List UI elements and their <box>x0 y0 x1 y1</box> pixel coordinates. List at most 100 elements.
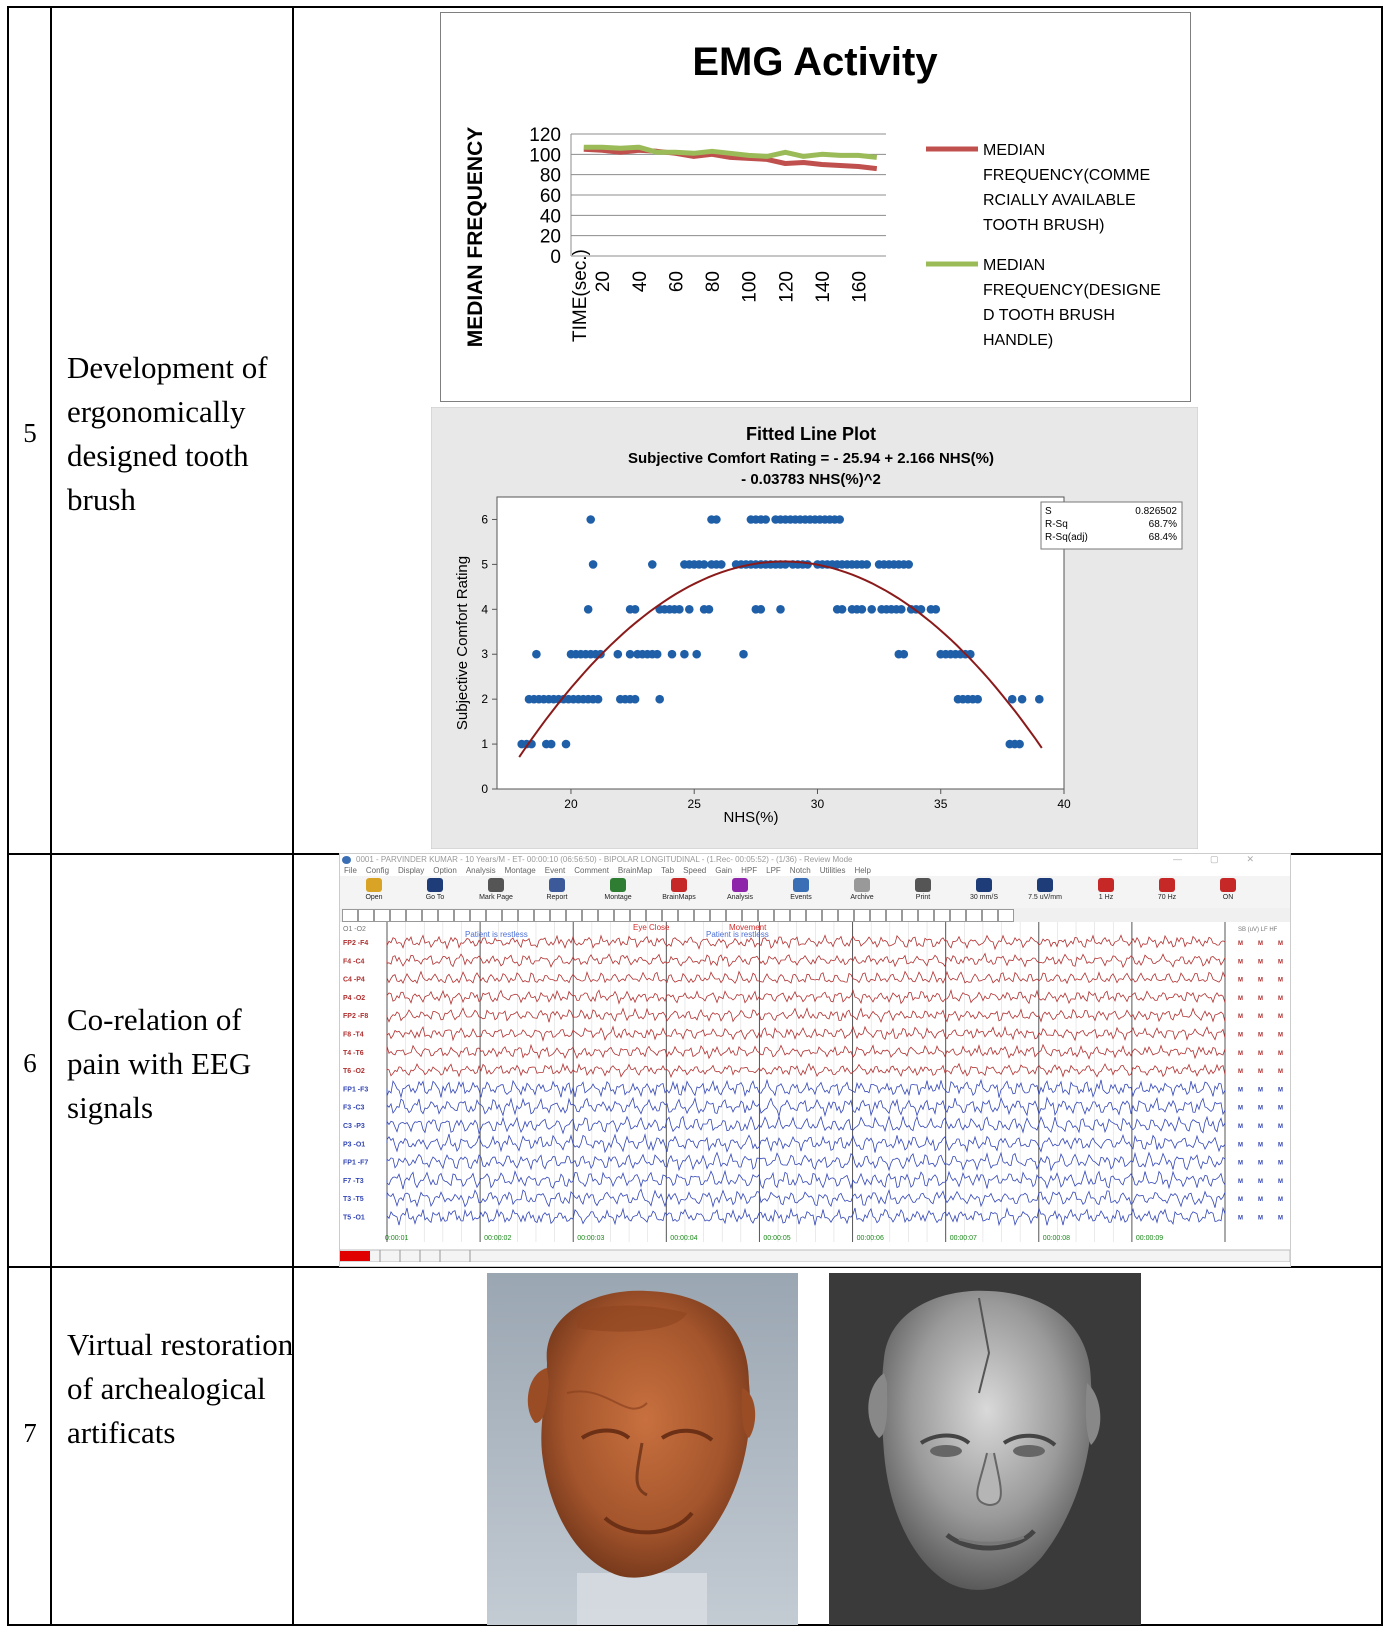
nav-button[interactable] <box>486 909 502 922</box>
nav-button[interactable] <box>934 909 950 922</box>
nav-button[interactable] <box>822 909 838 922</box>
toolbar-button[interactable]: Mark Page <box>466 878 526 901</box>
nav-button[interactable] <box>502 909 518 922</box>
nav-button[interactable] <box>470 909 486 922</box>
status-marker: M <box>1258 1033 1263 1039</box>
nav-button[interactable] <box>406 909 422 922</box>
stat-label-rsq: R-Sq <box>1045 519 1068 530</box>
menu-item[interactable]: Montage <box>504 866 536 875</box>
toolbar-button[interactable]: Archive <box>832 878 892 901</box>
toolbar-button[interactable]: BrainMaps <box>649 878 709 901</box>
status-marker: M <box>1238 1142 1243 1148</box>
toolbar-button[interactable]: 70 Hz <box>1137 878 1197 901</box>
toolbar-label: Report <box>546 894 568 901</box>
nav-button[interactable] <box>998 909 1014 922</box>
nav-button[interactable] <box>390 909 406 922</box>
stat-value-rsq: 68.7% <box>1149 519 1177 530</box>
menu-item[interactable]: BrainMap <box>617 866 653 875</box>
toolbar-button[interactable]: 1 Hz <box>1076 878 1136 901</box>
nav-button[interactable] <box>982 909 998 922</box>
toolbar-button[interactable]: Print <box>893 878 953 901</box>
nav-button[interactable] <box>598 909 614 922</box>
stat-label-rsq-adj: R-Sq(adj) <box>1045 532 1088 543</box>
menu-item[interactable]: Utilities <box>819 866 846 875</box>
nav-button[interactable] <box>902 909 918 922</box>
menu-item[interactable]: Help <box>854 866 871 875</box>
nav-button[interactable] <box>646 909 662 922</box>
nav-button[interactable] <box>438 909 454 922</box>
nav-button[interactable] <box>342 909 358 922</box>
channel-label: T6 -O2 <box>343 1068 365 1075</box>
nav-button[interactable] <box>678 909 694 922</box>
status-marker: M <box>1238 1124 1243 1130</box>
toolbar-button[interactable]: Go To <box>405 878 465 901</box>
chart-title: EMG Activity <box>692 40 938 84</box>
nav-button[interactable] <box>582 909 598 922</box>
nav-button[interactable] <box>614 909 630 922</box>
menu-item[interactable]: Option <box>433 866 457 875</box>
nav-button[interactable] <box>694 909 710 922</box>
nav-button[interactable] <box>726 909 742 922</box>
data-point <box>837 605 847 614</box>
nav-button[interactable] <box>742 909 758 922</box>
nav-button[interactable] <box>790 909 806 922</box>
nav-button[interactable] <box>518 909 534 922</box>
nav-button[interactable] <box>374 909 390 922</box>
app-icon <box>342 856 351 864</box>
toolbar-button[interactable]: Events <box>771 878 831 901</box>
time-label: 00:00:06 <box>857 1235 884 1242</box>
menu-item[interactable]: Config <box>365 866 390 875</box>
nav-button[interactable] <box>422 909 438 922</box>
nav-button[interactable] <box>950 909 966 922</box>
menu-item[interactable]: Tab <box>661 866 675 875</box>
toolbar-button[interactable]: Montage <box>588 878 648 901</box>
menu-item[interactable]: Gain <box>715 866 733 875</box>
channel-label: T3 -T5 <box>343 1196 364 1203</box>
nav-button[interactable] <box>838 909 854 922</box>
toolbar-button[interactable]: Analysis <box>710 878 770 901</box>
channel-label: T4 -T6 <box>343 1050 364 1057</box>
menu-item[interactable]: Speed <box>683 866 707 875</box>
nav-button[interactable] <box>566 909 582 922</box>
menu-item[interactable]: Analysis <box>465 866 496 875</box>
nav-button[interactable] <box>710 909 726 922</box>
toolbar-button[interactable]: 30 mm/S <box>954 878 1014 901</box>
data-point <box>652 649 662 659</box>
nav-button[interactable] <box>854 909 870 922</box>
row-description: Virtual restoration of archealogical art… <box>67 1327 294 1450</box>
nav-button[interactable] <box>918 909 934 922</box>
menu-item[interactable]: Display <box>398 866 425 875</box>
menu-item[interactable]: HPF <box>741 866 758 875</box>
nav-button[interactable] <box>662 909 678 922</box>
menu-item[interactable]: Event <box>544 866 566 875</box>
nav-button[interactable] <box>886 909 902 922</box>
nav-button[interactable] <box>774 909 790 922</box>
nav-button[interactable] <box>870 909 886 922</box>
navigation-toolbar <box>340 908 1290 923</box>
menu-item[interactable]: Notch <box>789 866 811 875</box>
nav-button[interactable] <box>534 909 550 922</box>
nav-button[interactable] <box>454 909 470 922</box>
menu-item[interactable]: LPF <box>766 866 781 875</box>
eeg-trace <box>386 1043 1226 1060</box>
nav-button[interactable] <box>758 909 774 922</box>
data-point <box>857 605 867 614</box>
nav-button[interactable] <box>806 909 822 922</box>
nav-button[interactable] <box>358 909 374 922</box>
annotation-eye-close: Eye Close <box>633 923 670 932</box>
menu-item[interactable]: File <box>344 866 357 875</box>
toolbar-button[interactable]: Open <box>344 878 404 901</box>
toolbar-label: Go To <box>425 894 445 901</box>
toolbar-button[interactable]: ON <box>1198 878 1258 901</box>
series-line-designed <box>583 144 878 160</box>
toolbar-button[interactable]: Report <box>527 878 587 901</box>
nav-button[interactable] <box>550 909 566 922</box>
status-marker: M <box>1238 1179 1243 1185</box>
nav-button[interactable] <box>630 909 646 922</box>
toolbar-button[interactable]: 7.5 uV/mm <box>1015 878 1075 901</box>
nav-button[interactable] <box>966 909 982 922</box>
data-point <box>532 649 541 659</box>
data-point <box>704 605 714 614</box>
status-marker: M <box>1278 1161 1283 1167</box>
menu-item[interactable]: Comment <box>574 866 609 875</box>
